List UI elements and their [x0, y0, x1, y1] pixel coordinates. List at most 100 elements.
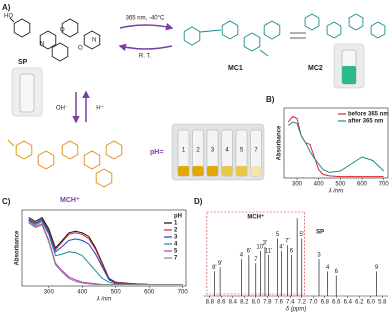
series-line — [28, 219, 183, 285]
ring — [83, 30, 101, 50]
x-tick-label: 7.6 — [275, 300, 284, 306]
x-tick-label: 6.6 — [332, 300, 341, 306]
ring — [183, 26, 201, 46]
vial-solution — [221, 166, 233, 176]
vial-solution — [178, 166, 189, 176]
ring — [39, 30, 57, 50]
ring — [61, 140, 79, 160]
peak-label: 10' — [256, 244, 264, 250]
x-tick-label: 300 — [44, 290, 55, 296]
ring — [13, 18, 31, 38]
x-tick-label: 5.8 — [378, 300, 387, 306]
compound-label: SP — [18, 59, 28, 66]
compound-label: MCH⁺ — [60, 197, 80, 204]
ring — [370, 21, 386, 39]
ring — [37, 150, 55, 170]
peak-label: 7 — [254, 257, 258, 263]
x-tick-label: 6.0 — [367, 300, 376, 306]
reagent: H⁺ — [96, 105, 104, 112]
vial-number: 7 — [254, 148, 258, 154]
peak-label: 3 — [317, 253, 321, 259]
vial-solution — [342, 66, 356, 84]
x-tick-label: 8.0 — [252, 300, 261, 306]
ring — [348, 13, 364, 31]
ring — [61, 18, 79, 38]
x-tick-label: 6.4 — [344, 300, 353, 306]
panel-label: A) — [2, 3, 11, 12]
peak-label: 9' — [218, 261, 222, 267]
annotation: SP — [316, 230, 324, 236]
x-tick-label: 400 — [77, 290, 88, 296]
vial-number: 3 — [211, 148, 215, 154]
peak-label: 8' — [212, 265, 216, 271]
panel-label: B) — [266, 95, 275, 104]
peak-label: 4 — [326, 265, 330, 271]
atom: O — [78, 46, 83, 52]
bond — [9, 17, 15, 23]
panel-label: D) — [194, 197, 203, 206]
bond — [7, 139, 15, 147]
x-tick-label: 6.2 — [355, 300, 364, 306]
x-tick-label: 700 — [178, 290, 189, 296]
condition: 365 nm, -40°C — [126, 16, 165, 22]
ring — [51, 42, 69, 62]
x-tick-label: 400 — [314, 182, 325, 188]
peak-label: 5 — [276, 232, 280, 238]
x-tick-label: 6.8 — [321, 300, 330, 306]
peak-label: 4' — [279, 244, 283, 250]
atom: N — [40, 42, 44, 48]
atom: N — [92, 38, 96, 44]
vial-solution — [236, 166, 247, 176]
vial-number: 5 — [240, 148, 244, 154]
legend-label: 4 — [174, 242, 178, 248]
vial — [19, 73, 35, 113]
x-tick-label: 600 — [144, 290, 155, 296]
panel-label: C) — [2, 197, 11, 206]
ring — [326, 21, 342, 39]
ring — [105, 140, 123, 160]
legend-label: after 365 nm — [348, 119, 383, 125]
compound-label: MC1 — [228, 65, 243, 72]
peak-label: 11' — [265, 249, 272, 255]
plot-frame — [21, 209, 187, 287]
x-tick-label: 8.2 — [240, 300, 249, 306]
peak-label: 3' — [263, 240, 267, 246]
legend-label: 2 — [174, 228, 178, 234]
ring — [15, 140, 33, 160]
ring — [304, 13, 320, 31]
x-tick-label: 600 — [357, 182, 368, 188]
y-axis-label: Absorbance — [277, 125, 283, 160]
arrow — [119, 23, 174, 31]
series-line — [287, 115, 384, 178]
arrow — [118, 43, 173, 52]
compound-label: MC2 — [308, 65, 323, 72]
vial-solution — [192, 166, 204, 176]
x-tick-label: 7.4 — [286, 300, 295, 306]
peak-label: 6' — [247, 249, 251, 255]
ring — [95, 168, 113, 188]
annotation: MCH⁺ — [247, 214, 264, 221]
vial-solution — [207, 166, 218, 176]
reagent: OH⁻ — [56, 106, 68, 112]
series-line — [287, 121, 385, 173]
legend-label: 7 — [174, 256, 178, 262]
atom: HO — [4, 14, 13, 20]
series-line — [28, 218, 183, 285]
series-line — [28, 222, 183, 285]
peak-label: 6 — [290, 249, 294, 255]
x-tick-label: 500 — [111, 290, 122, 296]
peak-label: 5' — [300, 232, 304, 238]
legend-title: pH — [174, 214, 182, 220]
ring — [243, 32, 261, 52]
legend-label: 5 — [174, 249, 178, 255]
vial-solution — [250, 166, 262, 176]
x-tick-label: 7.8 — [263, 300, 272, 306]
bond — [199, 29, 222, 33]
legend-label: 3 — [174, 235, 178, 241]
plot-frame — [283, 107, 389, 179]
peak-label: 7' — [285, 239, 289, 245]
x-tick-label: 500 — [335, 182, 346, 188]
x-tick-label: 7.2 — [298, 300, 307, 306]
vial-number: 4 — [225, 148, 229, 154]
